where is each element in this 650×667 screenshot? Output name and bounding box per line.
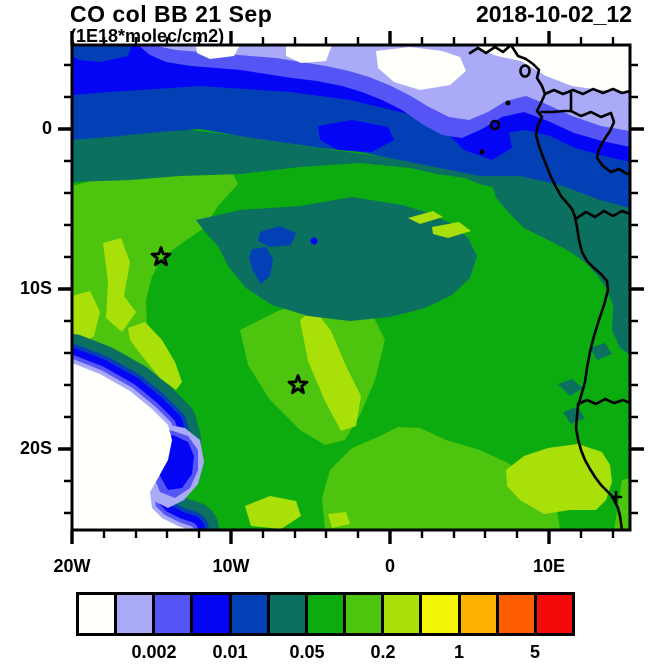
band-white-1 [196,45,240,59]
africa-coastline [468,45,624,530]
run-datestamp: 2018-10-02_12 [475,1,632,27]
colorbar-label-0002: 0.002 [131,642,177,662]
contour-teal-spot-1 [558,379,583,396]
contour-blue-dot [310,237,318,245]
contour-sliver-2 [432,222,471,238]
border-drc-angola [576,397,630,406]
contour-blue-streak [249,247,273,284]
colorbar-cell-8 [384,595,420,633]
colorbar-cell-4 [231,595,267,633]
colorbar-cell-10 [460,595,496,633]
colorbar-label-005: 0.05 [289,642,325,662]
colorbar-label-1: 1 [453,642,464,662]
colorbar-cell-7 [346,595,382,633]
colorbar-cell-9 [422,595,458,633]
bb-site-star-2 [287,374,309,395]
colorbar-cell-11 [498,595,534,633]
contour-filament-c1 [245,496,301,529]
contour-green-finger [437,184,497,214]
contour-navy-speck [258,226,296,247]
sao-tome-island-outline [489,119,501,131]
colorbar-cell-0 [79,595,115,633]
contour-filament-w [128,322,182,390]
contour-filament-c2 [328,512,350,528]
band-white-ne [478,45,630,92]
band-white-3 [376,47,466,90]
band-white-2 [286,45,332,63]
colorbar-cell-3 [193,595,229,633]
contour-teal-spot-3 [590,343,612,360]
y-tick-label-20s: 20S [19,438,52,458]
annobon-island-dot [479,149,485,155]
contour-plume-corner [614,478,630,530]
colorbar-cell-5 [269,595,305,633]
x-tick-label-0: 0 [384,556,395,576]
band-blue-blob-1 [318,120,394,152]
x-tick-label-10w: 10W [212,556,250,576]
units-subtitle: (1E18*molec/cm2) [70,26,225,46]
page-title: CO col BB 21 Sep [70,1,273,27]
colorbar-label-001: 0.01 [212,642,248,662]
principe-island-dot [505,100,511,106]
colorbar [76,592,575,636]
contour-filament-a [103,238,136,332]
axis-major-ticks [58,31,644,544]
bioko-island-outline [519,64,531,78]
contour-teal-band [72,125,630,355]
contour-filament-b [300,309,361,431]
border-eq-guinea [539,91,573,114]
contour-teal-lens [196,197,477,321]
band-navy-topleft [72,45,132,62]
contour-filament-a2 [72,291,100,346]
colorbar-cell-1 [117,595,153,633]
x-tick-label-10e: 10E [532,556,566,576]
y-tick-label-0: 0 [41,118,52,138]
border-nigeria-cameroon [543,87,630,96]
axis-minor-ticks [64,37,638,538]
x-tick-label-20w: 20W [53,556,91,576]
colorbar-label-5: 5 [529,642,540,662]
border-gabon-congo-south [575,209,630,220]
contour-sliver-1 [408,211,443,224]
contour-plume-bottom [322,427,560,530]
colorbar-cell-12 [536,595,573,633]
band-lavender [152,45,630,131]
coast-notch [610,490,623,504]
colorbar-cell-2 [155,595,191,633]
contour-teal-spot-2 [563,407,585,424]
bb-site-star-1 [150,246,172,267]
border-cameroon-gabon-congo [569,109,630,176]
y-tick-label-10s: 10S [19,278,52,298]
colorbar-cell-6 [307,595,344,633]
colorbar-label-02: 0.2 [370,642,396,662]
contour-clear-core [72,363,190,530]
